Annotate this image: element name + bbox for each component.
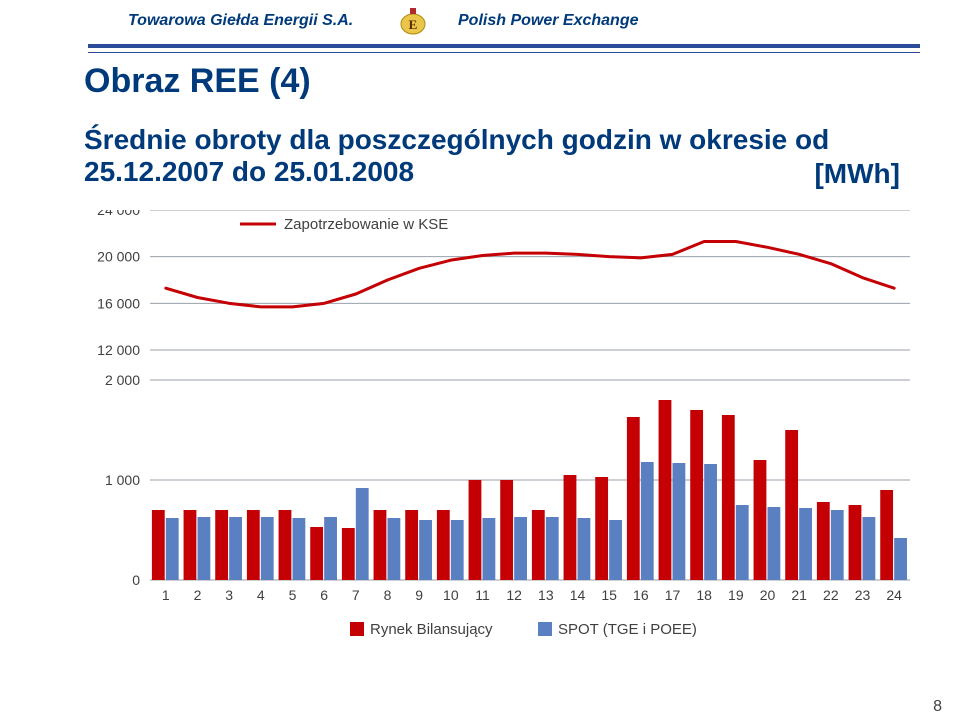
- svg-text:20: 20: [760, 587, 776, 603]
- page-title: Obraz REE (4): [84, 62, 311, 101]
- svg-text:12: 12: [506, 587, 522, 603]
- svg-text:9: 9: [415, 587, 423, 603]
- svg-text:8: 8: [384, 587, 392, 603]
- svg-text:1 000: 1 000: [105, 472, 140, 488]
- svg-text:Rynek Bilansujący: Rynek Bilansujący: [370, 621, 493, 638]
- svg-text:18: 18: [696, 587, 712, 603]
- svg-text:10: 10: [443, 587, 459, 603]
- page-number: 8: [933, 698, 942, 716]
- svg-text:Zapotrzebowanie w KSE: Zapotrzebowanie w KSE: [284, 216, 448, 233]
- svg-text:14: 14: [570, 587, 586, 603]
- chart-svg: 12 00016 00020 00024 000Zapotrzebowanie …: [80, 210, 920, 690]
- header-line-bot: [88, 52, 920, 53]
- header-line-top: [88, 44, 920, 48]
- svg-text:16: 16: [633, 587, 649, 603]
- header-right: Polish Power Exchange: [458, 12, 639, 30]
- subtitle-wrap: Średnie obroty dla poszczególnych godzin…: [84, 124, 900, 188]
- svg-text:16 000: 16 000: [97, 295, 140, 311]
- svg-text:24 000: 24 000: [97, 210, 140, 218]
- svg-text:12 000: 12 000: [97, 342, 140, 358]
- svg-text:17: 17: [665, 587, 681, 603]
- svg-text:6: 6: [320, 587, 328, 603]
- svg-text:2 000: 2 000: [105, 372, 140, 388]
- svg-text:0: 0: [132, 572, 140, 588]
- svg-text:2: 2: [194, 587, 202, 603]
- svg-text:15: 15: [601, 587, 617, 603]
- svg-text:19: 19: [728, 587, 744, 603]
- svg-text:20 000: 20 000: [97, 249, 140, 265]
- svg-text:23: 23: [855, 587, 871, 603]
- svg-text:13: 13: [538, 587, 554, 603]
- svg-text:7: 7: [352, 587, 360, 603]
- logo-icon: E: [395, 8, 431, 38]
- svg-text:SPOT (TGE i POEE): SPOT (TGE i POEE): [558, 621, 697, 638]
- header-left: Towarowa Giełda Energii S.A.: [128, 12, 353, 30]
- svg-text:22: 22: [823, 587, 839, 603]
- svg-text:24: 24: [886, 587, 902, 603]
- svg-text:21: 21: [791, 587, 807, 603]
- unit-label: [MWh]: [814, 158, 900, 190]
- svg-text:4: 4: [257, 587, 265, 603]
- header: Towarowa Giełda Energii S.A. E Polish Po…: [0, 12, 960, 46]
- svg-text:5: 5: [289, 587, 297, 603]
- svg-text:3: 3: [225, 587, 233, 603]
- svg-text:1: 1: [162, 587, 170, 603]
- svg-text:E: E: [409, 17, 418, 32]
- svg-text:11: 11: [475, 587, 490, 603]
- chart-area: 12 00016 00020 00024 000Zapotrzebowanie …: [80, 210, 920, 670]
- subtitle: Średnie obroty dla poszczególnych godzin…: [84, 124, 900, 188]
